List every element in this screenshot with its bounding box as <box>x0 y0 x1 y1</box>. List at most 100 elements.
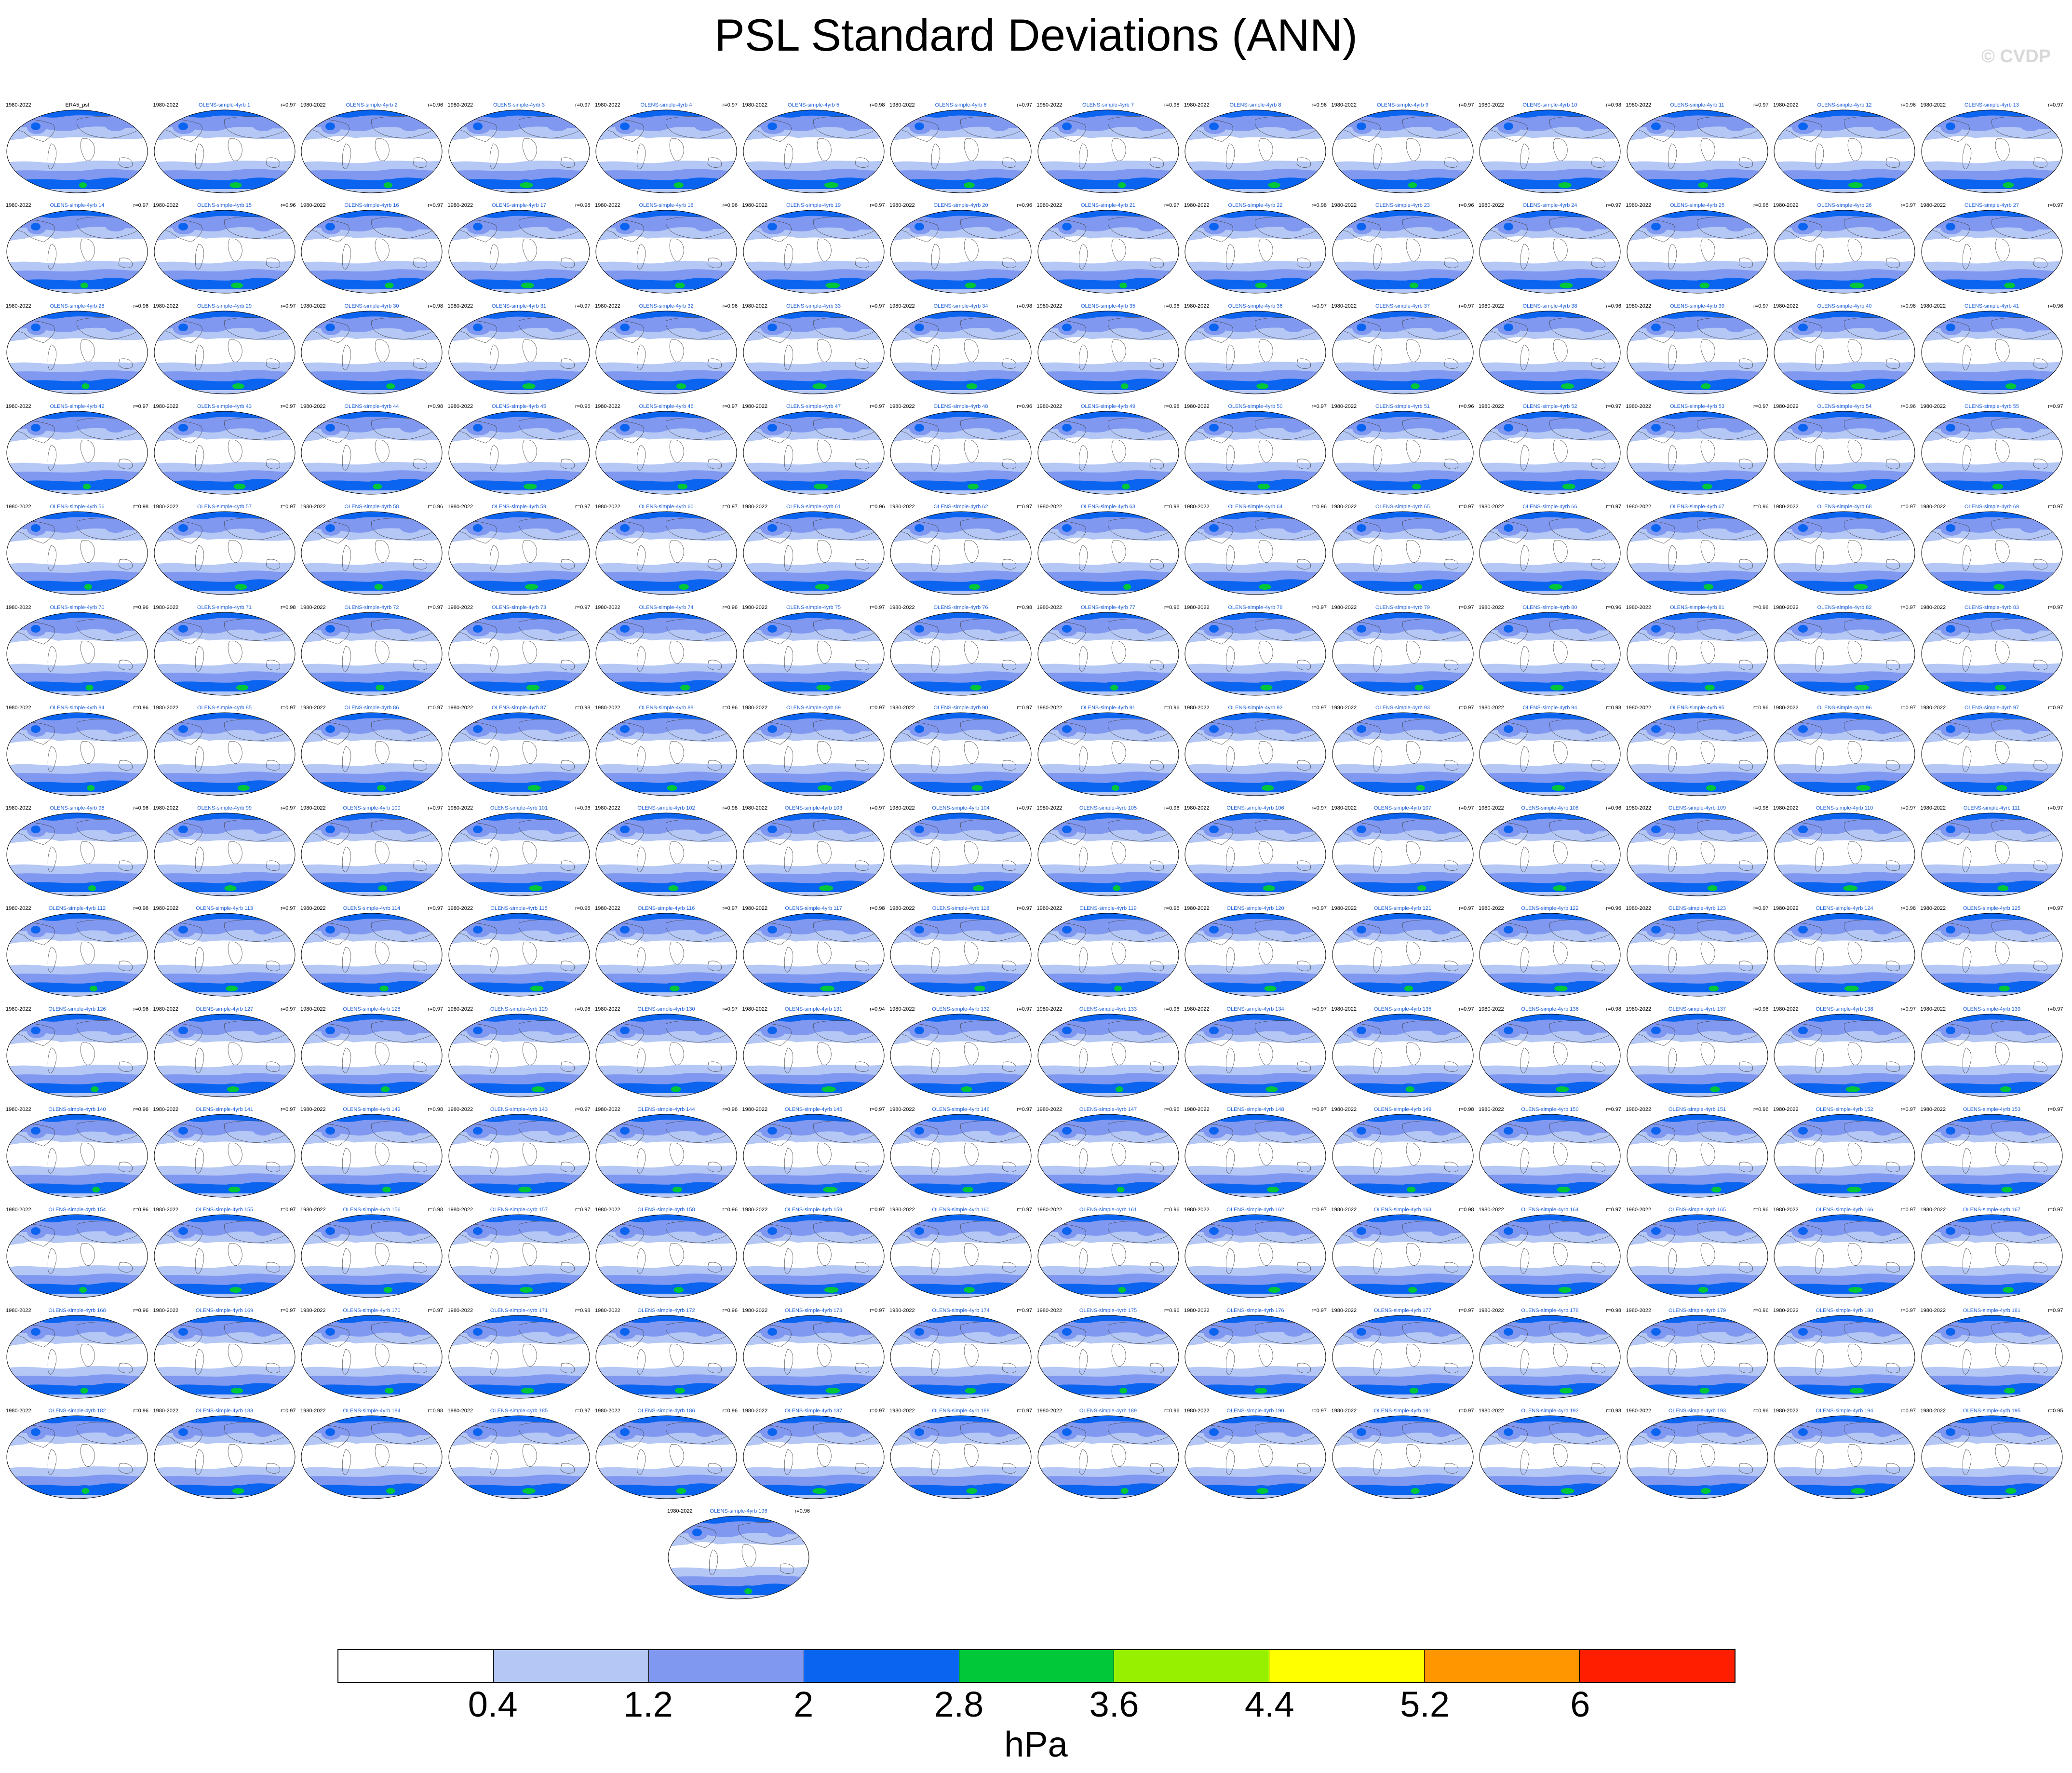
member-panel: 1980-2022 OLENS-simple-4yrb 166 r=0.97 <box>1772 1205 1917 1300</box>
psl-std-map <box>1774 311 1915 394</box>
member-panel: 1980-2022 OLENS-simple-4yrb 124 r=0.98 <box>1772 904 1917 999</box>
colorbar <box>337 1649 1736 1683</box>
member-panel: 1980-2022 OLENS-simple-4yrb 51 r=0.96 <box>1331 402 1475 497</box>
member-panel: 1980-2022 OLENS-simple-4yrb 110 r=0.97 <box>1772 803 1917 899</box>
pattern-correlation: r=0.97 <box>1017 805 1033 812</box>
member-panel: 1980-2022 OLENS-simple-4yrb 169 r=0.97 <box>152 1306 297 1401</box>
panel-period: 1980-2022 <box>1773 704 1799 711</box>
panel-title: OLENS-simple-4yrb 182 <box>48 1408 106 1414</box>
member-panel: 1980-2022 OLENS-simple-4yrb 55 r=0.97 <box>1920 402 2064 497</box>
psl-std-map <box>301 612 443 695</box>
panel-title: OLENS-simple-4yrb 189 <box>1079 1408 1137 1414</box>
psl-std-map <box>1479 1214 1621 1298</box>
pattern-correlation: r=0.98 <box>428 1107 444 1112</box>
pattern-correlation: r=0.97 <box>1311 1207 1327 1213</box>
panel-period: 1980-2022 <box>1331 1307 1357 1313</box>
panel-title: OLENS-simple-4yrb 132 <box>932 1006 990 1012</box>
member-panel: 1980-2022 OLENS-simple-4yrb 89 r=0.97 <box>741 703 886 799</box>
panel-period: 1980-2022 <box>300 906 326 912</box>
pattern-correlation: r=0.97 <box>281 704 296 711</box>
panel-title: OLENS-simple-4yrb 40 <box>1817 303 1872 309</box>
panel-period: 1980-2022 <box>889 504 915 510</box>
psl-std-map <box>154 210 295 294</box>
pattern-correlation: r=0.97 <box>722 504 738 510</box>
psl-std-map <box>1332 210 1473 294</box>
psl-std-map <box>1627 1014 1768 1097</box>
panel-title: OLENS-simple-4yrb 151 <box>1668 1107 1726 1112</box>
pattern-correlation: r=0.96 <box>281 203 296 209</box>
member-panel: 1980-2022 OLENS-simple-4yrb 177 r=0.97 <box>1331 1306 1475 1401</box>
panel-period: 1980-2022 <box>153 1006 179 1012</box>
panel-period: 1980-2022 <box>1920 102 1946 108</box>
panel-period: 1980-2022 <box>1184 203 1210 209</box>
panel-title: OLENS-simple-4yrb 92 <box>1228 704 1283 711</box>
panel-title: OLENS-simple-4yrb 31 <box>491 303 547 309</box>
psl-std-map <box>6 311 148 394</box>
member-panel: 1980-2022 OLENS-simple-4yrb 114 r=0.97 <box>299 904 444 999</box>
psl-std-map <box>595 812 737 896</box>
psl-std-map <box>1627 210 1768 294</box>
panel-period: 1980-2022 <box>6 102 31 108</box>
panel-period: 1980-2022 <box>742 1408 768 1414</box>
panel-title: OLENS-simple-4yrb 65 <box>1375 504 1430 510</box>
panel-period: 1980-2022 <box>1184 403 1210 409</box>
psl-std-map <box>1774 1114 1915 1198</box>
panel-period: 1980-2022 <box>300 403 326 409</box>
panel-title: OLENS-simple-4yrb 3 <box>493 102 545 108</box>
panel-period: 1980-2022 <box>6 1408 31 1414</box>
panel-period: 1980-2022 <box>1773 1307 1799 1313</box>
psl-std-map <box>6 1315 148 1399</box>
pattern-correlation: r=0.97 <box>1606 1207 1622 1213</box>
panel-title: OLENS-simple-4yrb 192 <box>1521 1408 1579 1414</box>
member-panel: 1980-2022 OLENS-simple-4yrb 34 r=0.98 <box>888 301 1033 397</box>
member-panel: 1980-2022 OLENS-simple-4yrb 38 r=0.96 <box>1478 301 1622 397</box>
member-panel: 1980-2022 OLENS-simple-4yrb 9 r=0.97 <box>1331 100 1475 196</box>
member-panel: 1980-2022 OLENS-simple-4yrb 149 r=0.98 <box>1331 1105 1475 1200</box>
panel-title: OLENS-simple-4yrb 44 <box>344 403 399 409</box>
panel-period: 1980-2022 <box>1479 906 1504 912</box>
panel-title: OLENS-simple-4yrb 90 <box>933 704 988 711</box>
panel-period: 1980-2022 <box>1626 1207 1652 1213</box>
member-panel: 1980-2022 OLENS-simple-4yrb 154 r=0.96 <box>5 1205 149 1300</box>
psl-std-map <box>1332 109 1473 193</box>
psl-std-map <box>448 913 590 997</box>
member-panel: 1980-2022 OLENS-simple-4yrb 30 r=0.98 <box>299 301 444 397</box>
panel-title: OLENS-simple-4yrb 63 <box>1080 504 1136 510</box>
panel-title: OLENS-simple-4yrb 27 <box>1964 203 2019 209</box>
panel-title: OLENS-simple-4yrb 84 <box>50 704 105 711</box>
pattern-correlation: r=0.97 <box>1311 604 1327 610</box>
panel-title: OLENS-simple-4yrb 148 <box>1226 1107 1284 1112</box>
pattern-correlation: r=0.97 <box>281 102 296 108</box>
pattern-correlation: r=0.97 <box>1017 1207 1033 1213</box>
member-panel: 1980-2022 OLENS-simple-4yrb 7 r=0.98 <box>1036 100 1181 196</box>
pattern-correlation: r=0.98 <box>1900 303 1916 309</box>
psl-std-map <box>1627 411 1768 495</box>
pattern-correlation: r=0.97 <box>575 504 591 510</box>
panel-title: OLENS-simple-4yrb 34 <box>933 303 988 309</box>
panel-title: OLENS-simple-4yrb 145 <box>784 1107 843 1112</box>
panel-period: 1980-2022 <box>1773 1207 1799 1213</box>
panel-period: 1980-2022 <box>1626 604 1652 610</box>
member-panel: 1980-2022 OLENS-simple-4yrb 117 r=0.98 <box>741 904 886 999</box>
panel-period: 1980-2022 <box>595 1006 620 1012</box>
pattern-correlation: r=0.96 <box>1164 805 1180 812</box>
member-panel: 1980-2022 OLENS-simple-4yrb 141 r=0.97 <box>152 1105 297 1200</box>
member-panel: 1980-2022 OLENS-simple-4yrb 118 r=0.97 <box>888 904 1033 999</box>
member-panel: 1980-2022 OLENS-simple-4yrb 151 r=0.96 <box>1625 1105 1770 1200</box>
panel-title: OLENS-simple-4yrb 62 <box>933 504 988 510</box>
panel-title: OLENS-simple-4yrb 76 <box>933 604 988 610</box>
panel-period: 1980-2022 <box>1036 1307 1063 1313</box>
pattern-correlation: r=0.97 <box>2048 1207 2063 1213</box>
psl-std-map <box>1037 913 1179 997</box>
psl-std-map <box>890 411 1032 495</box>
psl-std-map <box>1184 913 1326 997</box>
panel-period: 1980-2022 <box>595 1107 620 1112</box>
member-panel: 1980-2022 OLENS-simple-4yrb 190 r=0.97 <box>1183 1406 1328 1502</box>
panel-title: OLENS-simple-4yrb 176 <box>1226 1307 1284 1313</box>
panel-title: OLENS-simple-4yrb 37 <box>1375 303 1430 309</box>
panel-period: 1980-2022 <box>1184 1107 1210 1112</box>
pattern-correlation: r=0.98 <box>1164 504 1180 510</box>
psl-std-map <box>6 712 148 796</box>
panel-title: OLENS-simple-4yrb 89 <box>786 704 841 711</box>
panel-title: OLENS-simple-4yrb 123 <box>1668 906 1726 912</box>
